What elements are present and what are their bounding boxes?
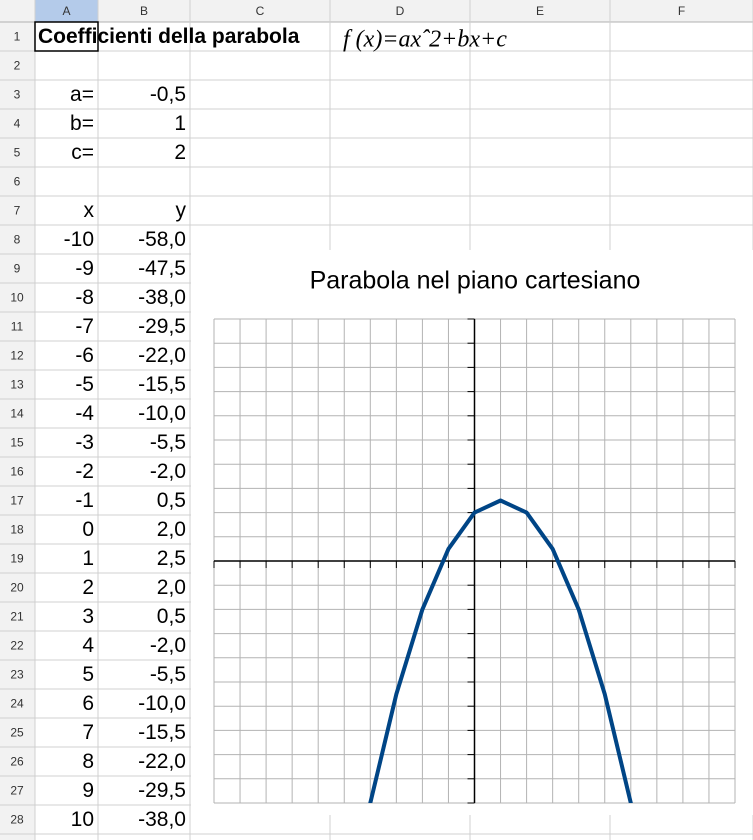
cell[interactable]: 7 bbox=[82, 721, 94, 744]
row-header[interactable]: 3 bbox=[14, 88, 21, 102]
cell-cursor bbox=[34, 21, 99, 52]
cell[interactable]: x bbox=[84, 199, 95, 222]
cell[interactable]: -6 bbox=[75, 344, 94, 367]
row-header-bar bbox=[0, 0, 35, 840]
column-header[interactable]: D bbox=[396, 4, 405, 18]
cell[interactable]: 8 bbox=[82, 750, 94, 773]
cell[interactable]: 2,5 bbox=[157, 547, 186, 570]
chart-title: Parabola nel piano cartesiano bbox=[310, 267, 641, 295]
row-header[interactable]: 27 bbox=[10, 784, 24, 798]
cell[interactable]: 0 bbox=[82, 518, 94, 541]
row-header[interactable]: 21 bbox=[10, 610, 24, 624]
row-header[interactable]: 19 bbox=[10, 552, 24, 566]
cell[interactable]: -38,0 bbox=[138, 286, 186, 309]
row-header[interactable]: 23 bbox=[10, 668, 24, 682]
cell[interactable]: -22,0 bbox=[138, 344, 186, 367]
column-header[interactable]: C bbox=[256, 4, 265, 18]
cell[interactable]: -5,5 bbox=[150, 431, 186, 454]
row-header[interactable]: 15 bbox=[10, 436, 24, 450]
row-header[interactable]: 5 bbox=[14, 146, 21, 160]
cell[interactable]: -29,5 bbox=[138, 779, 186, 802]
cell[interactable]: -3 bbox=[75, 431, 94, 454]
cell[interactable]: 5 bbox=[82, 663, 94, 686]
cell[interactable]: c= bbox=[71, 141, 94, 164]
cell[interactable]: -0,5 bbox=[150, 83, 186, 106]
cell[interactable]: -4 bbox=[75, 402, 94, 425]
row-header[interactable]: 1 bbox=[14, 30, 21, 44]
cell[interactable]: 3 bbox=[82, 605, 94, 628]
cell[interactable]: -2 bbox=[75, 460, 94, 483]
cell[interactable]: 1 bbox=[82, 547, 94, 570]
cell[interactable]: -8 bbox=[75, 286, 94, 309]
row-header[interactable]: 6 bbox=[14, 175, 21, 189]
cell[interactable]: 9 bbox=[82, 779, 94, 802]
cell[interactable]: -9 bbox=[75, 257, 94, 280]
chart-area bbox=[191, 250, 753, 815]
cell[interactable]: 1 bbox=[174, 112, 186, 135]
sheet-title[interactable]: Coefficienti della parabola bbox=[38, 25, 300, 48]
cell[interactable]: -47,5 bbox=[138, 257, 186, 280]
cell[interactable]: -15,5 bbox=[138, 373, 186, 396]
cell[interactable]: -5 bbox=[75, 373, 94, 396]
cell[interactable]: -29,5 bbox=[138, 315, 186, 338]
cell[interactable]: -1 bbox=[75, 489, 94, 512]
row-header[interactable]: 18 bbox=[10, 523, 24, 537]
cell[interactable]: b= bbox=[70, 112, 94, 135]
row-header[interactable]: 10 bbox=[10, 291, 24, 305]
row-header[interactable]: 14 bbox=[10, 407, 24, 421]
column-header[interactable]: F bbox=[678, 4, 685, 18]
column-header-bar bbox=[0, 0, 753, 22]
cell[interactable]: a= bbox=[70, 83, 94, 106]
row-header[interactable]: 24 bbox=[10, 697, 24, 711]
row-header[interactable]: 11 bbox=[11, 320, 24, 334]
row-header[interactable]: 22 bbox=[10, 639, 24, 653]
cell[interactable]: 0,5 bbox=[157, 605, 186, 628]
cell[interactable]: y bbox=[176, 199, 187, 222]
selected-column-header bbox=[35, 0, 98, 22]
row-header[interactable]: 20 bbox=[10, 581, 24, 595]
cell[interactable]: -38,0 bbox=[138, 808, 186, 831]
cell[interactable]: -58,0 bbox=[138, 228, 186, 251]
column-header[interactable]: E bbox=[536, 4, 544, 18]
row-header[interactable]: 16 bbox=[10, 465, 24, 479]
row-header[interactable]: 13 bbox=[10, 378, 24, 392]
cell[interactable]: 2,0 bbox=[157, 576, 186, 599]
cell[interactable]: 2 bbox=[174, 141, 186, 164]
cell[interactable]: -10 bbox=[64, 228, 94, 251]
row-header[interactable]: 17 bbox=[10, 494, 24, 508]
parabola-line bbox=[368, 498, 633, 803]
cell[interactable]: -7 bbox=[75, 315, 94, 338]
cell[interactable]: -2,0 bbox=[150, 634, 186, 657]
row-header[interactable]: 4 bbox=[14, 117, 21, 131]
cell[interactable]: 2,0 bbox=[157, 518, 186, 541]
cell[interactable]: -10,0 bbox=[138, 402, 186, 425]
cell[interactable]: 4 bbox=[82, 634, 94, 657]
cell[interactable]: -15,5 bbox=[138, 721, 186, 744]
row-header[interactable]: 25 bbox=[10, 726, 24, 740]
cell[interactable]: -2,0 bbox=[150, 460, 186, 483]
cell[interactable]: -10,0 bbox=[138, 692, 186, 715]
cell[interactable]: 0,5 bbox=[157, 489, 186, 512]
row-header[interactable]: 2 bbox=[14, 59, 21, 73]
column-header[interactable]: A bbox=[62, 4, 70, 18]
cell[interactable]: 6 bbox=[82, 692, 94, 715]
formula-text: f (x)=axˆ2+bx+c bbox=[343, 27, 507, 53]
row-header[interactable]: 12 bbox=[10, 349, 24, 363]
row-header[interactable]: 9 bbox=[14, 262, 21, 276]
row-header[interactable]: 7 bbox=[14, 204, 21, 218]
cell[interactable]: 2 bbox=[82, 576, 94, 599]
cell[interactable]: -22,0 bbox=[138, 750, 186, 773]
column-header[interactable]: B bbox=[140, 4, 148, 18]
row-header[interactable]: 8 bbox=[14, 233, 21, 247]
row-header[interactable]: 28 bbox=[10, 813, 24, 827]
row-header[interactable]: 26 bbox=[10, 755, 24, 769]
cell[interactable]: 10 bbox=[71, 808, 94, 831]
cell[interactable]: -5,5 bbox=[150, 663, 186, 686]
